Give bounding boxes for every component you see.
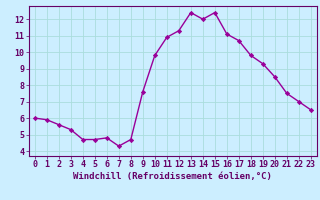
X-axis label: Windchill (Refroidissement éolien,°C): Windchill (Refroidissement éolien,°C) — [73, 172, 272, 181]
